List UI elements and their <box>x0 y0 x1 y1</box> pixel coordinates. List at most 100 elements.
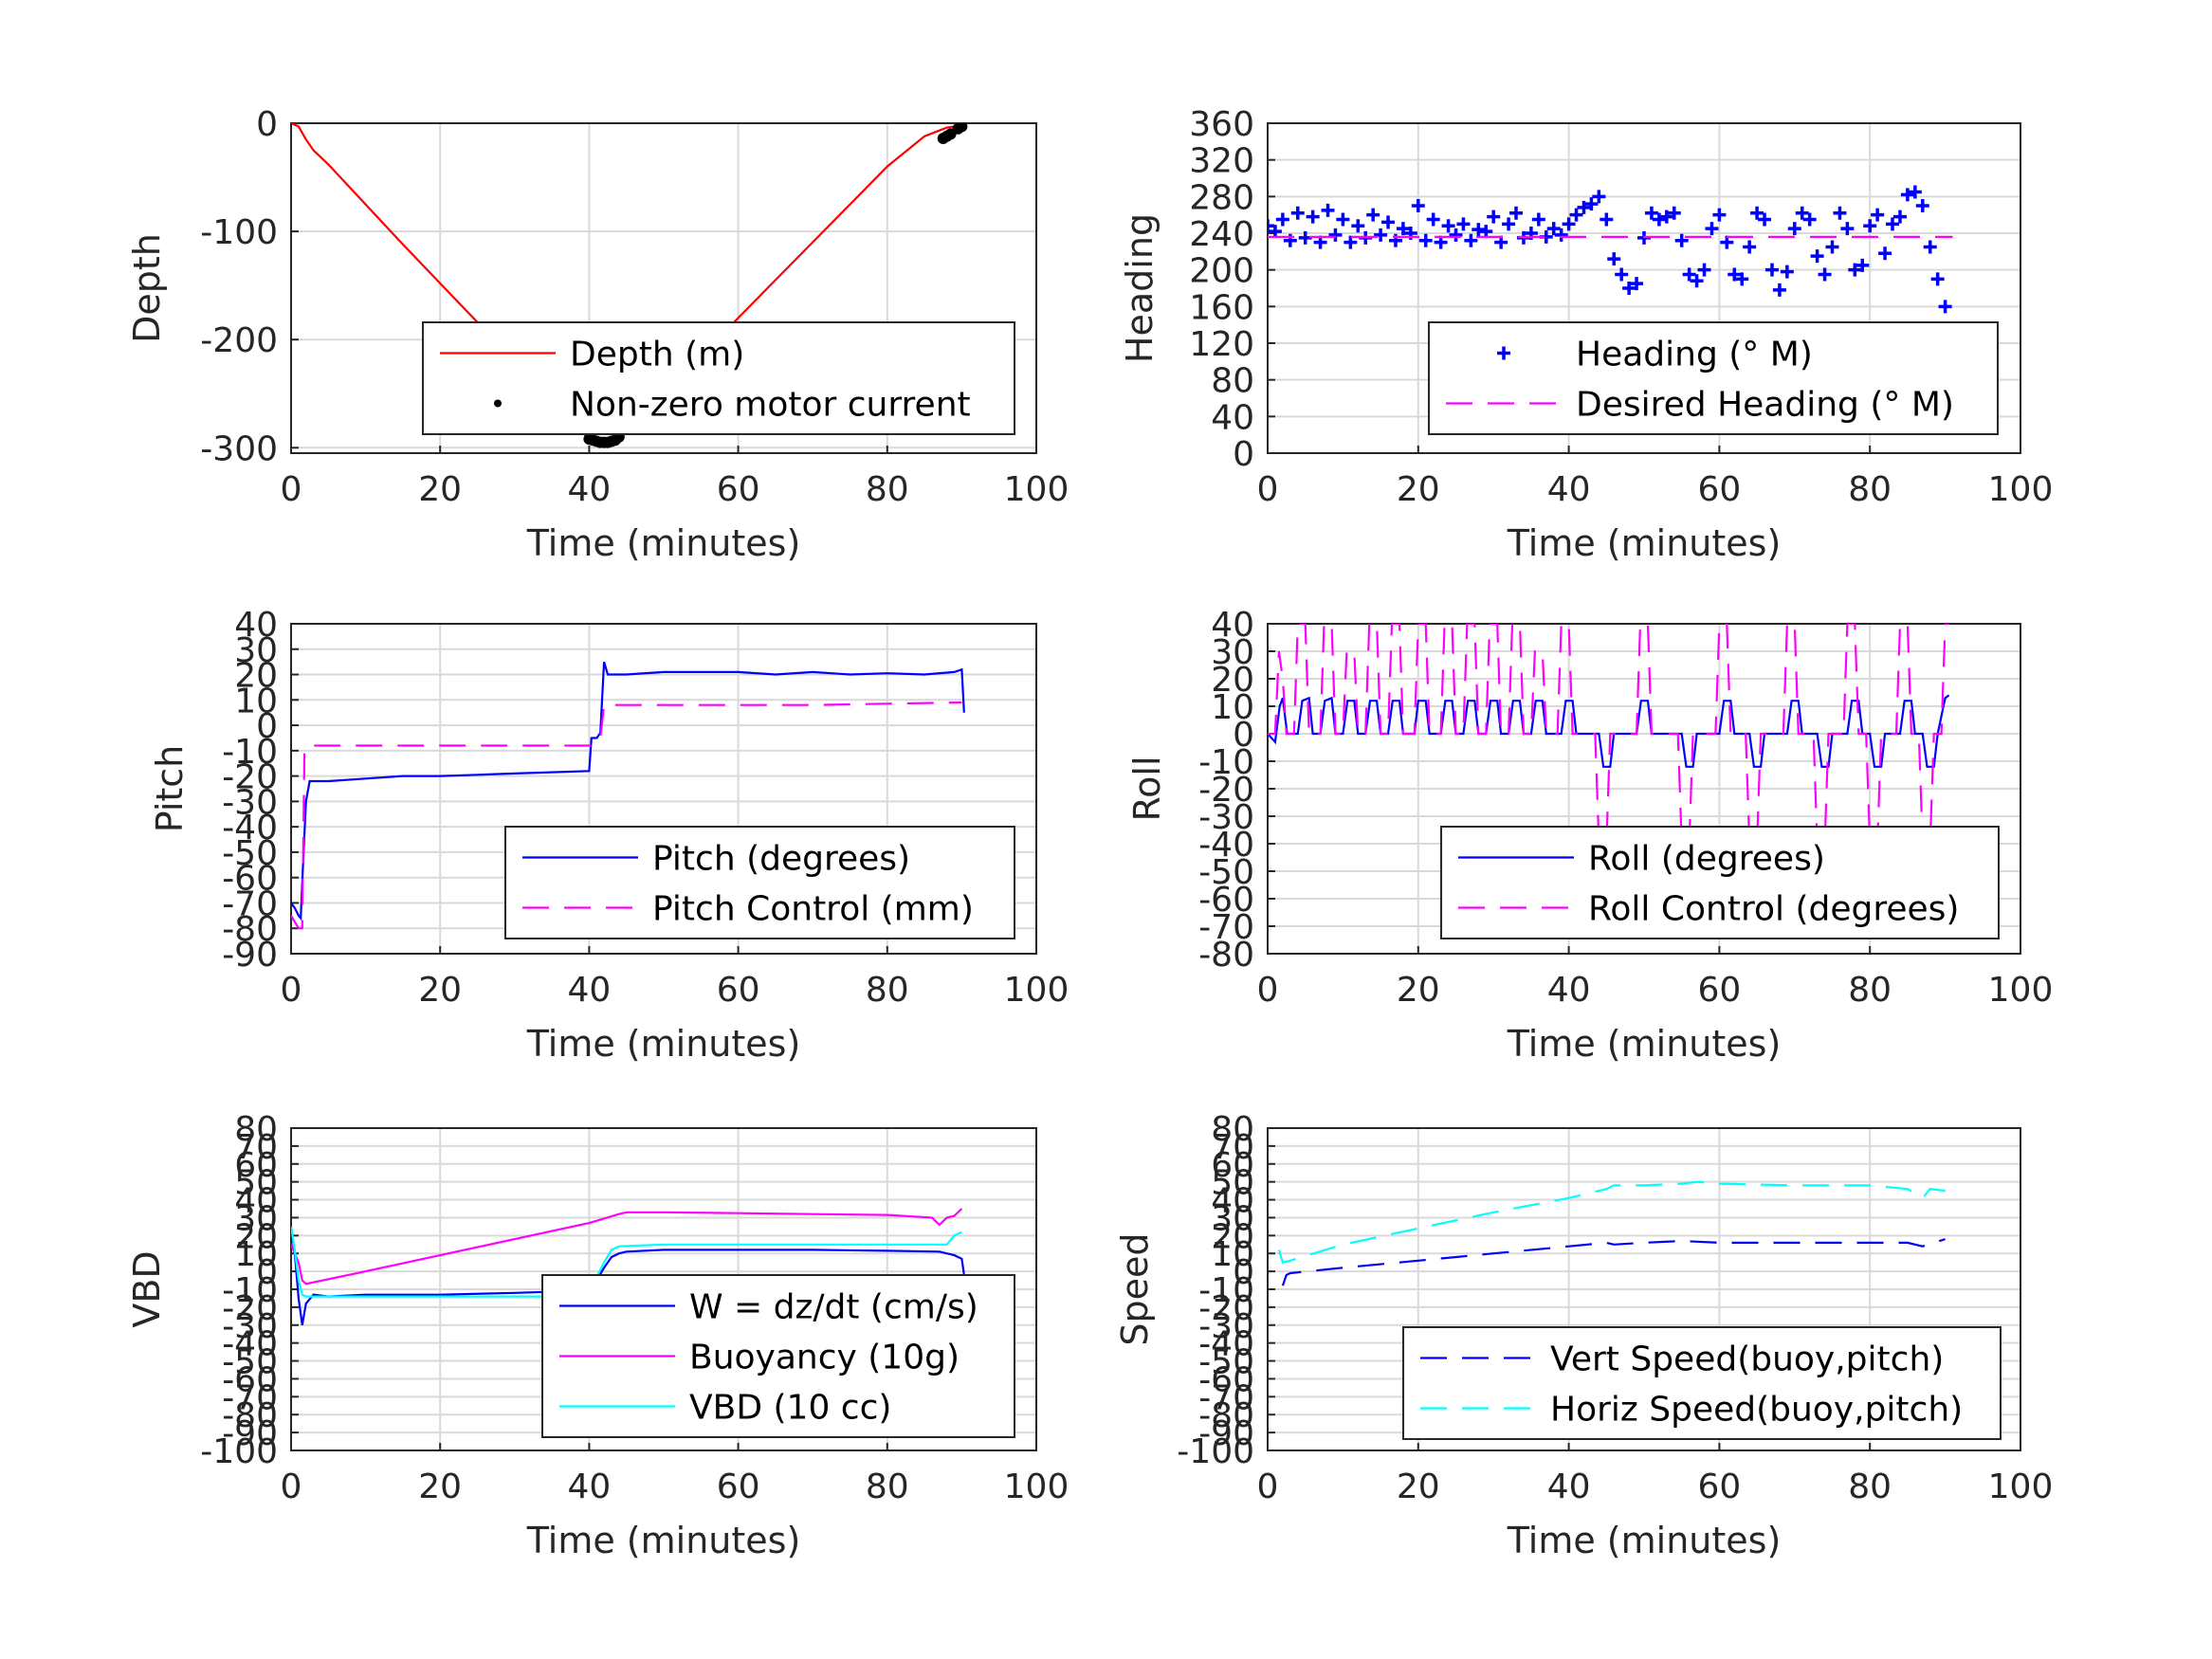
y-tick-label: 0 <box>1233 1253 1254 1292</box>
y-tick-label: 160 <box>1189 288 1254 327</box>
legend: Pitch (degrees) Pitch Control (mm) <box>504 826 1015 939</box>
y-tick-label: -50 <box>222 1343 278 1382</box>
y-tick-label: -10 <box>222 1271 278 1310</box>
legend-label: Roll Control (degrees) <box>1588 890 1959 929</box>
series-roll-degrees-line <box>1268 694 1950 768</box>
series-heading-m-point <box>1487 210 1501 224</box>
series-heading-m-point <box>1938 300 1952 314</box>
legend-label: Roll (degrees) <box>1588 840 1825 879</box>
x-tick-label: 60 <box>717 470 760 509</box>
y-tick-label: -20 <box>1198 771 1254 810</box>
axes-frame <box>290 122 1037 454</box>
y-tick-label: -40 <box>1198 826 1254 865</box>
x-tick-label: 40 <box>567 971 611 1010</box>
x-axis-label: Time (minutes) <box>526 522 801 564</box>
series-heading-m-point <box>1554 228 1568 242</box>
series-heading-m-point <box>1396 222 1410 236</box>
series-heading-m-point <box>1434 235 1448 249</box>
legend: Roll (degrees) Roll Control (degrees) <box>1440 826 2000 939</box>
y-tick-label: 0 <box>1233 435 1254 474</box>
y-tick-label: 0 <box>1233 716 1254 755</box>
axes-frame <box>1267 122 2021 454</box>
series-heading-m-point <box>1328 228 1343 242</box>
series-heading-m-point <box>1772 283 1786 297</box>
x-tick-label: 60 <box>717 971 760 1010</box>
series-heading-m-point <box>1577 200 1591 214</box>
series-heading-m-point <box>1878 246 1892 261</box>
y-tick-label: 360 <box>1189 105 1254 144</box>
plot-series <box>291 123 968 448</box>
y-tick-label: 30 <box>234 1199 278 1238</box>
series-pitch-degrees-line <box>291 661 965 921</box>
y-tick-label: -70 <box>222 884 278 923</box>
y-tick-label: 10 <box>1211 1235 1254 1274</box>
series-roll-control-degrees-line <box>1268 624 1949 846</box>
y-tick-label: -10 <box>1198 743 1254 782</box>
series-heading-m-point <box>1652 212 1666 227</box>
y-tick-label: -100 <box>200 1432 278 1471</box>
legend: W = dz/dt (cm/s) Buoyancy (10g) VBD (10 cc… <box>541 1274 1015 1438</box>
y-tick-label: 80 <box>1211 1110 1254 1149</box>
series-heading-m-point <box>1886 217 1900 231</box>
series-heading-m-point <box>1600 212 1614 227</box>
subplot-1: 0 20 40 60 80 100 0 -100 -200 -300 Time (minutes) D… <box>126 105 1069 564</box>
x-tick-label: 40 <box>567 1468 611 1506</box>
series-heading-m-point <box>1592 190 1606 204</box>
x-axis-label: Time (minutes) <box>526 1023 801 1065</box>
y-tick-label: 320 <box>1189 142 1254 181</box>
legend-label: W = dz/dt (cm/s) <box>689 1288 978 1327</box>
series-non-zero-motor-current-point <box>956 123 968 133</box>
series-heading-m-point <box>1321 203 1335 217</box>
series-heading-m-point <box>1705 222 1719 236</box>
y-tick-label: -30 <box>1198 798 1254 837</box>
legend-label: Buoyancy (10g) <box>689 1339 960 1377</box>
y-tick-label: 20 <box>234 1217 278 1256</box>
series-heading-m-point <box>1780 264 1794 279</box>
series-heading-m-point <box>1622 282 1636 295</box>
y-tick-label: -200 <box>200 321 278 360</box>
x-tick-label: 20 <box>1397 470 1440 509</box>
y-tick-label: -40 <box>222 1325 278 1364</box>
y-tick-label: 280 <box>1189 178 1254 217</box>
y-tick-label: 10 <box>234 682 278 720</box>
x-tick-label: 20 <box>1397 1468 1440 1506</box>
y-tick-label: -50 <box>222 834 278 873</box>
y-tick-label: 30 <box>234 631 278 670</box>
legend-swatch <box>494 399 502 408</box>
series-heading-m-point <box>1848 263 1862 277</box>
series-heading-m-point <box>1472 223 1486 237</box>
y-tick-label: -10 <box>222 733 278 772</box>
series-heading-m-point <box>1674 233 1689 247</box>
y-tick-label: 240 <box>1189 215 1254 254</box>
y-tick-label: 10 <box>1211 688 1254 727</box>
y-tick-label: -50 <box>1198 853 1254 892</box>
series-heading-m-point <box>1697 263 1711 277</box>
series-buoyancy-10g-line <box>291 1208 963 1285</box>
y-tick-label: -80 <box>1198 936 1254 975</box>
x-tick-label: 60 <box>1697 1468 1741 1506</box>
y-tick-label: 120 <box>1189 325 1254 364</box>
series-heading-m-point <box>1750 206 1764 220</box>
y-tick-label: 10 <box>234 1235 278 1274</box>
series-heading-m-point <box>1871 208 1885 222</box>
legend-box <box>1440 826 2000 939</box>
series-heading-m-point <box>1923 240 1937 254</box>
x-tick-label: 60 <box>717 1468 760 1506</box>
y-tick-label: 30 <box>1211 633 1254 672</box>
y-tick-label: -80 <box>1198 1396 1254 1435</box>
y-tick-label: -50 <box>1198 1343 1254 1382</box>
legend: Heading (° M) Desired Heading (° M) <box>1428 321 1999 435</box>
y-tick-label: 40 <box>234 606 278 645</box>
series-heading-m-point <box>1306 210 1320 224</box>
y-tick-label: -20 <box>222 758 278 797</box>
series-heading-m-point <box>1667 206 1681 220</box>
series-heading-m-point <box>1892 210 1907 224</box>
x-axis-label: Time (minutes) <box>526 1520 801 1561</box>
y-tick-label: 50 <box>1211 1164 1254 1203</box>
series-heading-m-point <box>1411 199 1425 212</box>
plot-series <box>1268 185 1953 314</box>
series-vert-speed-buoy-pitch-line <box>1281 1238 1946 1286</box>
series-horiz-speed-buoy-pitch-line <box>1277 1180 1946 1265</box>
series-heading-m-point <box>1562 217 1576 231</box>
legend-label: VBD (10 cc) <box>689 1389 891 1428</box>
